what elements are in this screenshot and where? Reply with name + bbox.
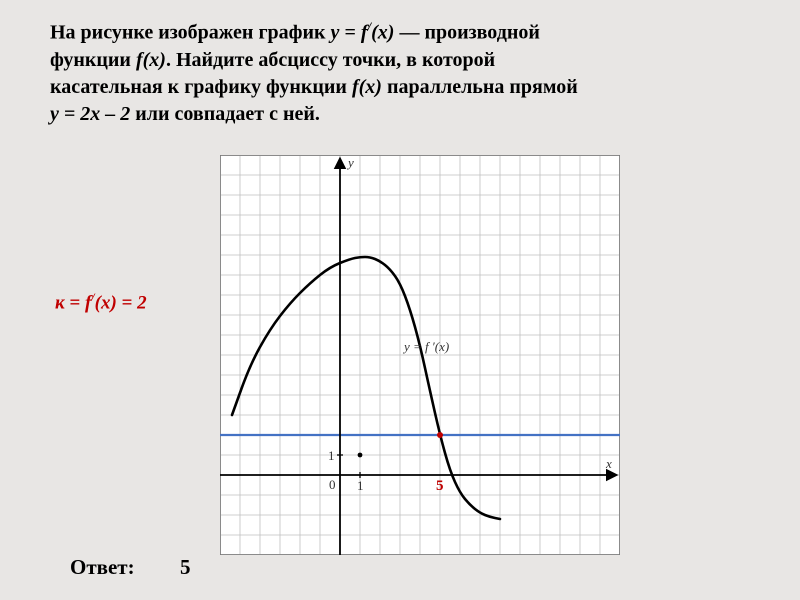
svg-text:0: 0 bbox=[329, 477, 336, 492]
answer-value: 5 bbox=[180, 555, 191, 580]
t3: (x) bbox=[371, 22, 394, 44]
svg-text:1: 1 bbox=[357, 478, 364, 493]
svg-text:1: 1 bbox=[328, 448, 335, 463]
t12: или совпадает с ней. bbox=[130, 103, 320, 125]
t4: — производной bbox=[394, 22, 539, 44]
svg-text:x: x bbox=[605, 456, 612, 471]
t1: На рисунке изображен график bbox=[50, 22, 331, 44]
t2: y = f bbox=[331, 22, 368, 44]
hint-text: к = f/(x) = 2 bbox=[55, 290, 147, 314]
h1: к = f bbox=[55, 292, 91, 313]
t8: касательная к графику функции bbox=[50, 76, 352, 98]
svg-text:y: y bbox=[346, 155, 354, 170]
svg-text:5: 5 bbox=[436, 478, 444, 494]
t11: у = 2х – 2 bbox=[50, 103, 130, 125]
svg-text:y = f ′(x): y = f ′(x) bbox=[402, 339, 449, 354]
t7: . Найдите абсциссу точки, в которой bbox=[166, 49, 495, 71]
h3: (x) = 2 bbox=[95, 292, 147, 313]
answer-label: Ответ: bbox=[70, 555, 135, 580]
problem-statement: На рисунке изображен график y = f/(x) — … bbox=[50, 18, 750, 128]
t5: функции bbox=[50, 49, 136, 71]
chart-svg: 0 1 1 y x y = f ′(x) 5 bbox=[220, 155, 620, 555]
t6: f(x) bbox=[136, 49, 166, 71]
t10: параллельна прямой bbox=[382, 76, 578, 98]
t9: f(x) bbox=[352, 76, 382, 98]
derivative-chart: 0 1 1 y x y = f ′(x) 5 bbox=[220, 155, 620, 555]
